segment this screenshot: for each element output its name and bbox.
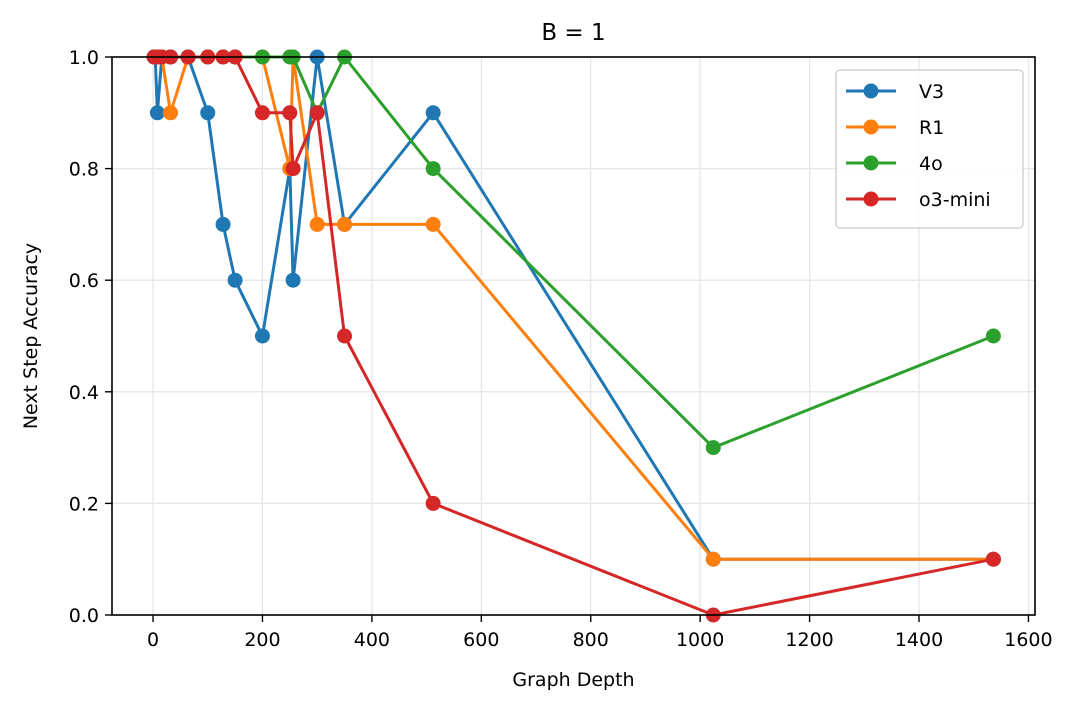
data-point <box>705 440 721 456</box>
data-point <box>254 328 270 344</box>
data-point <box>149 105 165 121</box>
x-tick-label: 1200 <box>785 629 833 651</box>
chart-title: B = 1 <box>541 20 605 46</box>
data-point <box>337 216 353 232</box>
y-tick-label: 1.0 <box>69 47 99 69</box>
legend-frame <box>835 69 1024 229</box>
x-tick-label: 1000 <box>676 629 724 651</box>
legend-marker <box>863 83 879 99</box>
x-tick-label: 0 <box>147 629 159 651</box>
y-tick-label: 0.8 <box>69 159 99 181</box>
ticks-layer: 0 200 400 600 800 1000 1200 1400 1600 0.0 0.2 0.4 0.… <box>69 47 1053 651</box>
data-point <box>425 105 441 121</box>
data-point <box>425 495 441 511</box>
data-point <box>200 105 216 121</box>
y-tick-label: 0.6 <box>69 270 99 292</box>
data-point <box>705 551 721 567</box>
x-tick-label: 800 <box>573 629 609 651</box>
data-point <box>985 328 1001 344</box>
x-tick-label: 600 <box>463 629 499 651</box>
legend-marker <box>863 191 879 207</box>
legend-label: o3-mini <box>919 189 991 211</box>
y-tick-label: 0.0 <box>69 605 99 627</box>
legend-label: R1 <box>919 117 944 139</box>
x-tick-label: 200 <box>244 629 280 651</box>
data-point <box>285 272 301 288</box>
legend-label: 4o <box>919 153 943 175</box>
x-tick-label: 1400 <box>895 629 943 651</box>
plot-frame <box>111 56 1036 616</box>
data-point <box>425 216 441 232</box>
data-point <box>163 105 179 121</box>
data-point <box>254 105 270 121</box>
data-point <box>215 216 231 232</box>
data-point <box>309 105 325 121</box>
x-tick-label: 400 <box>354 629 390 651</box>
legend-marker <box>863 119 879 135</box>
data-point <box>985 551 1001 567</box>
y-tick-label: 0.4 <box>69 382 99 404</box>
y-tick-label: 0.2 <box>69 493 99 515</box>
data-point <box>309 216 325 232</box>
legend-marker <box>863 155 879 171</box>
data-point <box>337 328 353 344</box>
y-axis-label: Next Step Accuracy <box>20 243 42 429</box>
legend: V3 R1 4o o3-mini <box>835 69 1024 229</box>
data-point <box>227 272 243 288</box>
data-point <box>285 161 301 177</box>
data-point <box>425 161 441 177</box>
x-axis-label: Graph Depth <box>512 669 634 691</box>
data-point <box>282 105 298 121</box>
x-tick-label: 1600 <box>1004 629 1052 651</box>
legend-label: V3 <box>919 81 944 103</box>
